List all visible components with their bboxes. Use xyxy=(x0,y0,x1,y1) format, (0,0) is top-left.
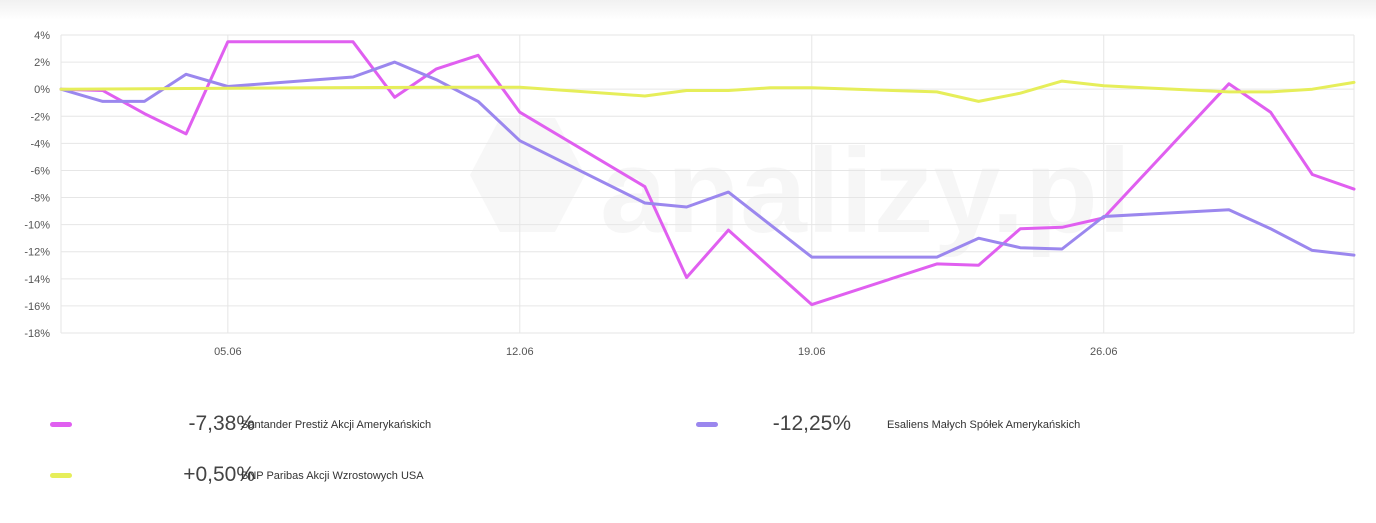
x-tick-label: 19.06 xyxy=(798,346,826,358)
top-shade xyxy=(0,0,1376,20)
line-chart: analizy.pl 4% 2% 0% -2% -4% -6% -8% -10% -12% -14… xyxy=(24,30,1356,358)
series-line-santander[interactable] xyxy=(59,40,1356,307)
y-tick-label: -10% xyxy=(24,220,50,232)
y-tick-label: 4% xyxy=(34,30,50,42)
x-tick-label: 05.06 xyxy=(214,346,242,358)
series-line-bnp[interactable] xyxy=(59,79,1356,103)
y-tick-label: 2% xyxy=(34,57,50,69)
legend-swatch-bnp xyxy=(50,473,72,478)
y-tick-label: -14% xyxy=(24,274,50,286)
legend-label-bnp: BNP Paribas Akcji Wzrostowych USA xyxy=(241,470,424,482)
y-tick-label: -12% xyxy=(24,247,50,259)
y-tick-label: -6% xyxy=(30,165,50,177)
x-tick-label: 12.06 xyxy=(506,346,534,358)
y-tick-label: -4% xyxy=(30,138,50,150)
watermark-logo: analizy.pl xyxy=(470,118,1131,258)
watermark-hexagon-icon xyxy=(470,118,585,232)
y-tick-label: -18% xyxy=(24,328,50,340)
legend-item-esaliens[interactable]: -12,25% Esaliens Małych Spółek Amerykańs… xyxy=(696,410,1196,440)
y-tick-label: -16% xyxy=(24,301,50,313)
y-tick-label: -2% xyxy=(30,111,50,123)
legend-swatch-santander xyxy=(50,422,72,427)
x-tick-label: 26.06 xyxy=(1090,346,1118,358)
watermark-text: analizy.pl xyxy=(600,124,1131,258)
legend-value-bnp: +0,50% xyxy=(183,463,255,486)
legend-label-santander: Santander Prestiż Akcji Amerykańskich xyxy=(241,419,432,431)
y-tick-label: -8% xyxy=(30,193,50,205)
legend-value-esaliens: -12,25% xyxy=(772,412,851,435)
legend-item-bnp[interactable]: +0,50% BNP Paribas Akcji Wzrostowych USA xyxy=(50,461,730,491)
legend-label-esaliens: Esaliens Małych Spółek Amerykańskich xyxy=(887,419,1081,431)
series-line-esaliens[interactable] xyxy=(59,60,1356,259)
legend-swatch-esaliens xyxy=(696,422,718,427)
legend-item-santander[interactable]: -7,38% Santander Prestiż Akcji Amerykańs… xyxy=(50,410,730,440)
legend-value-santander: -7,38% xyxy=(188,412,255,435)
y-tick-label: 0% xyxy=(34,84,50,96)
